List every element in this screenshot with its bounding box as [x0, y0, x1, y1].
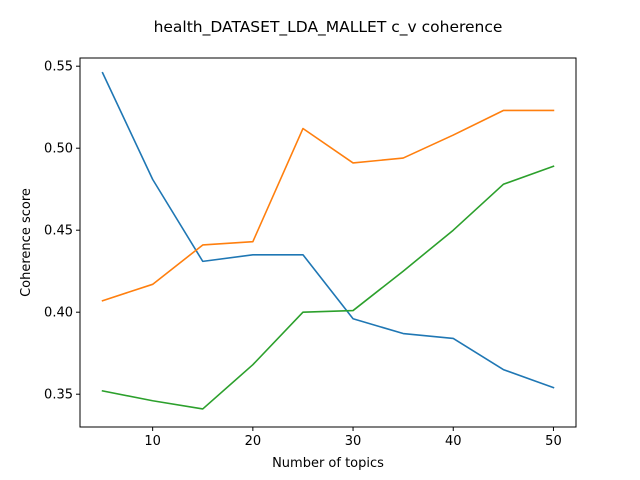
- x-tick-label: 40: [445, 434, 462, 449]
- series-line-1: [101, 71, 555, 389]
- y-axis-ticks: 0.35 0.40 0.45 0.50 0.55: [44, 60, 80, 403]
- y-tick-label: 0.40: [44, 306, 73, 321]
- x-axis-label: Number of topics: [272, 456, 384, 471]
- series-layer: [101, 71, 555, 410]
- series-line-3: [101, 165, 555, 410]
- plot-frame: [79, 57, 577, 428]
- x-tick-label: 10: [144, 434, 161, 449]
- y-axis-label: Coherence score: [19, 188, 34, 297]
- y-tick-label: 0.35: [44, 388, 73, 403]
- x-tick-label: 20: [245, 434, 262, 449]
- x-tick-label: 50: [545, 434, 562, 449]
- y-tick-label: 0.55: [44, 60, 73, 75]
- x-tick-label: 30: [345, 434, 362, 449]
- y-tick-label: 0.50: [44, 142, 73, 157]
- series-line-2: [101, 109, 555, 302]
- y-tick-label: 0.45: [44, 224, 73, 239]
- x-axis-ticks: 10 20 30 40 50: [144, 427, 562, 449]
- chart-title: health_DATASET_LDA_MALLET c_v coherence: [154, 18, 503, 37]
